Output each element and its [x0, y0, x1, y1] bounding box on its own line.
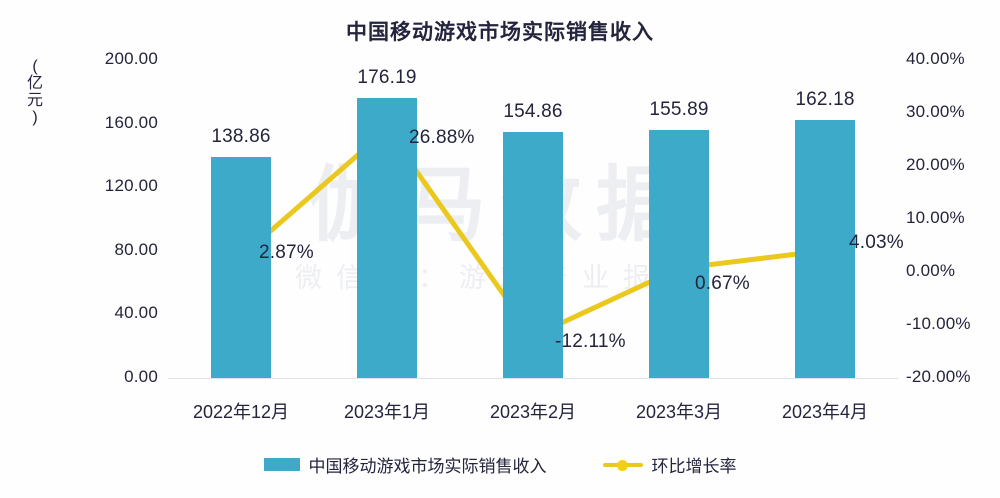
left-axis-tick: 200.00: [104, 49, 158, 68]
bar-value-label: 154.86: [503, 100, 563, 122]
growth-rate-value-label: 26.88%: [409, 126, 475, 148]
right-axis-tick: 0.00%: [906, 261, 956, 280]
right-percent-axis: 40.00% 30.00% 20.00% 10.00% 0.00% -10.00% -20.…: [906, 0, 1000, 498]
category-label: 2023年3月: [635, 402, 723, 422]
legend-item[interactable]: 中国移动游戏市场实际销售收入: [263, 452, 547, 477]
left-value-axis: 200.00 160.00 120.00 80.00 40.00 0.00: [48, 0, 158, 498]
legend-label: 环比增长率: [651, 457, 737, 476]
category-label: 2023年2月: [489, 402, 577, 422]
left-axis-unit-char-2: 亿: [26, 75, 43, 92]
axis-baseline: [168, 378, 898, 379]
left-axis-tick: 80.00: [114, 239, 158, 259]
chart-title: 中国移动游戏市场实际销售收入: [346, 21, 654, 44]
bar-value-label: 155.89: [649, 99, 709, 121]
left-axis-tick: 40.00: [114, 303, 158, 323]
bar-revenue[interactable]: [649, 130, 709, 378]
legend-item[interactable]: 环比增长率: [602, 452, 737, 477]
growth-rate-value-label: 2.87%: [259, 241, 314, 263]
category-label: 2023年1月: [343, 402, 431, 422]
left-axis-tick: 160.00: [104, 112, 158, 132]
left-axis-tick: 120.00: [104, 176, 158, 196]
bar-revenue[interactable]: [211, 157, 271, 378]
left-axis-unit-char-1: (: [32, 58, 38, 75]
right-axis-tick: 20.00%: [906, 155, 965, 174]
left-axis-unit-label: ( 亿 元 ): [22, 58, 48, 126]
growth-rate-value-label: -12.11%: [555, 331, 626, 353]
right-axis-tick: -10.00%: [906, 314, 971, 333]
bar-revenue[interactable]: [503, 131, 563, 378]
bar-revenue[interactable]: [357, 97, 417, 378]
bar-value-label: 176.19: [357, 66, 417, 88]
growth-rate-value-label: 0.67%: [695, 273, 750, 295]
right-axis-tick: 10.00%: [906, 208, 965, 227]
legend-line-swatch-icon: [602, 458, 643, 472]
right-axis-tick: -20.00%: [906, 367, 971, 386]
left-axis-tick: 0.00: [124, 367, 158, 386]
chart-legend: 中国移动游戏市场实际销售收入 环比增长率: [0, 452, 1000, 477]
category-label: 2022年12月: [192, 402, 290, 422]
right-axis-tick: 30.00%: [906, 102, 965, 121]
left-axis-unit-char-3: 元: [26, 92, 43, 109]
legend-bar-swatch-icon: [263, 458, 300, 471]
legend-label: 中国移动游戏市场实际销售收入: [308, 457, 547, 476]
category-label: 2023年4月: [781, 402, 869, 422]
bar-value-label: 138.86: [211, 126, 271, 148]
right-axis-tick: 40.00%: [906, 49, 965, 68]
growth-rate-value-label: 4.03%: [849, 231, 904, 253]
bar-revenue[interactable]: [795, 120, 855, 378]
left-axis-unit-char-4: ): [32, 109, 38, 126]
bar-value-label: 162.18: [795, 89, 855, 111]
